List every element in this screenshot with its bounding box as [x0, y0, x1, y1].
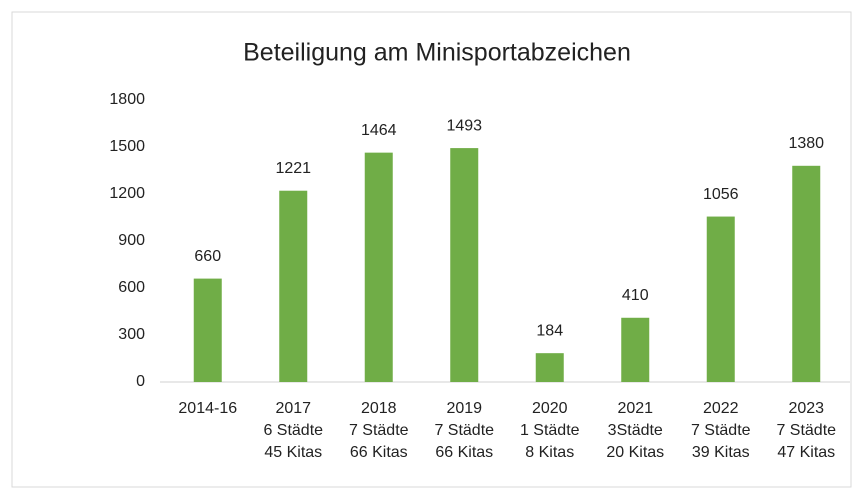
- x-tick-label: 2021: [617, 400, 653, 417]
- x-tick-label: 2014-16: [178, 400, 237, 417]
- bar: [792, 165, 821, 382]
- x-tick-label: 2019: [446, 400, 482, 417]
- data-label: 1380: [788, 135, 824, 152]
- data-label: 1221: [275, 160, 311, 177]
- bar: [279, 190, 308, 382]
- data-label: 184: [536, 322, 563, 339]
- data-label: 1056: [703, 186, 739, 203]
- x-tick-label: 2023: [788, 400, 824, 417]
- x-tick-label: 2022: [703, 400, 739, 417]
- bar: [706, 216, 735, 382]
- y-tick-label: 1500: [109, 138, 145, 155]
- x-tick-label: 66 Kitas: [350, 444, 408, 461]
- y-tick-label: 1200: [109, 185, 145, 202]
- x-tick-label: 2020: [532, 400, 568, 417]
- y-tick-label: 0: [136, 373, 145, 390]
- y-tick-label: 1800: [109, 91, 145, 108]
- x-tick-label: 8 Kitas: [525, 444, 574, 461]
- x-tick-label: 20 Kitas: [606, 444, 664, 461]
- x-tick-label: 45 Kitas: [264, 444, 322, 461]
- x-tick-label: 3Städte: [608, 422, 663, 439]
- x-tick-label: 2018: [361, 400, 397, 417]
- data-label: 410: [622, 287, 649, 304]
- y-tick-label: 300: [118, 326, 145, 343]
- chart-title: Beteiligung am Minisportabzeichen: [243, 39, 631, 67]
- x-tick-label: 7 Städte: [776, 422, 836, 439]
- bar: [535, 353, 564, 382]
- bar: [193, 278, 222, 382]
- data-label: 1464: [361, 122, 397, 139]
- x-tick-label: 47 Kitas: [777, 444, 835, 461]
- bar: [621, 317, 650, 382]
- x-tick-label: 7 Städte: [691, 422, 751, 439]
- x-tick-label: 7 Städte: [434, 422, 494, 439]
- x-tick-label: 1 Städte: [520, 422, 580, 439]
- y-tick-label: 900: [118, 232, 145, 249]
- x-tick-label: 66 Kitas: [435, 444, 493, 461]
- bar: [450, 148, 479, 382]
- x-tick-label: 6 Städte: [263, 422, 323, 439]
- x-tick-label: 7 Städte: [349, 422, 409, 439]
- x-tick-label: 2017: [275, 400, 311, 417]
- x-tick-label: 39 Kitas: [692, 444, 750, 461]
- y-tick-label: 600: [118, 279, 145, 296]
- bar: [364, 152, 393, 382]
- data-label: 660: [194, 248, 221, 265]
- data-label: 1493: [446, 117, 482, 134]
